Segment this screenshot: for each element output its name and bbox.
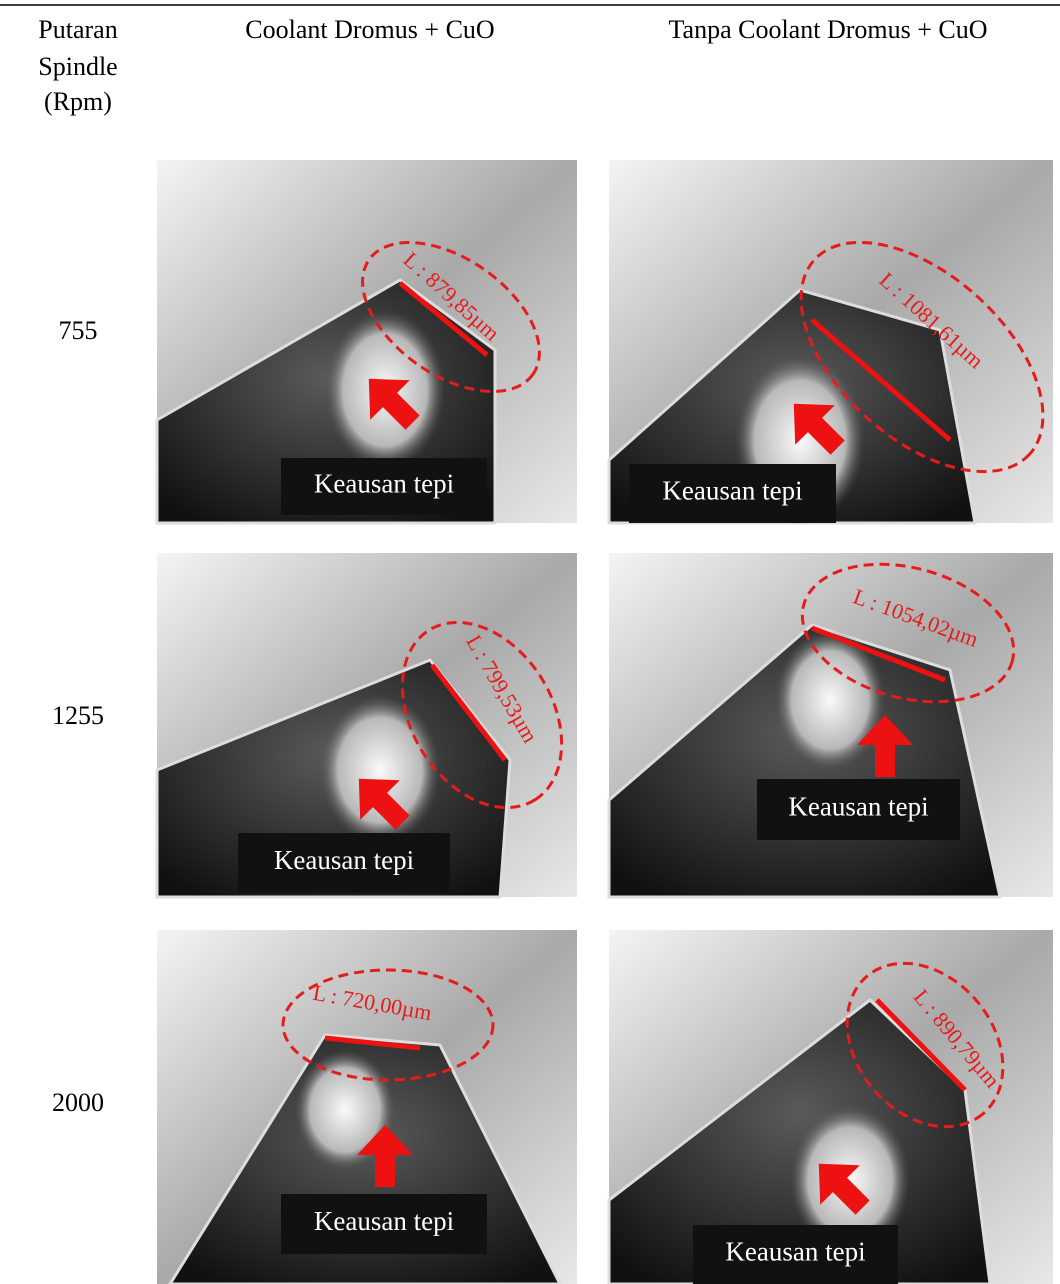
column-header: Tanpa Coolant Dromus + CuO <box>668 15 987 44</box>
page: Putaran Spindle (Rpm) Coolant Dromus + C… <box>0 0 1060 1284</box>
wear-highlight <box>320 695 440 845</box>
column-header: Coolant Dromus + CuO <box>245 15 494 44</box>
wear-label: Keausan tepi <box>788 792 928 822</box>
wear-label: Keausan tepi <box>314 469 454 499</box>
row-label: 2000 <box>52 1088 104 1117</box>
row-label: 1255 <box>52 701 104 730</box>
wear-label: Keausan tepi <box>274 845 414 875</box>
wear-label: Keausan tepi <box>725 1237 865 1267</box>
header-line: Spindle <box>38 52 117 81</box>
header-line: (Rpm) <box>44 87 112 116</box>
row-label: 755 <box>59 316 98 345</box>
header-line: Putaran <box>38 15 117 44</box>
wear-label: Keausan tepi <box>662 476 802 506</box>
wear-label: Keausan tepi <box>314 1206 454 1236</box>
